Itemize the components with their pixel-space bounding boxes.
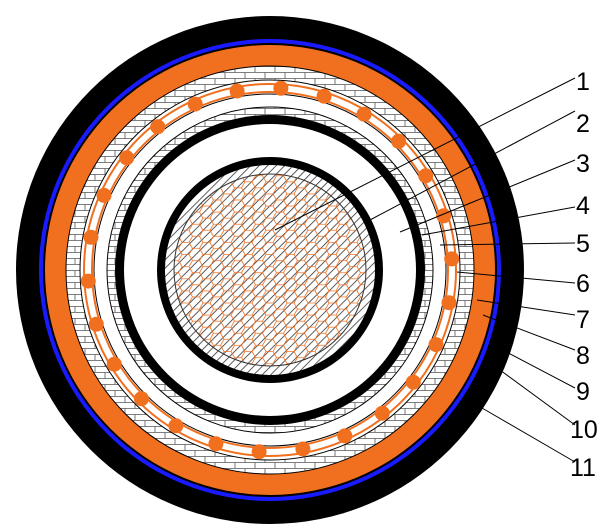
conductor bbox=[173, 173, 367, 367]
armour-wire bbox=[83, 229, 99, 245]
leader-line-9 bbox=[492, 344, 576, 389]
callout-label-2: 2 bbox=[576, 110, 590, 138]
leader-line-7 bbox=[476, 299, 576, 316]
armour-wire bbox=[80, 273, 96, 289]
callout-labels: 1 2 3 4 5 6 7 8 9 10 11 bbox=[570, 68, 598, 482]
leader-line-6 bbox=[456, 271, 576, 284]
armour-wire bbox=[418, 168, 434, 184]
leader-line-11 bbox=[481, 407, 576, 463]
leader-line-1 bbox=[274, 77, 576, 231]
armour-wire bbox=[229, 83, 245, 99]
armour-wire bbox=[356, 106, 372, 122]
armour-wire bbox=[391, 133, 407, 149]
leader-line-8 bbox=[482, 314, 576, 351]
callout-label-5: 5 bbox=[576, 230, 590, 258]
armour-wire bbox=[428, 337, 444, 353]
armour-wire bbox=[150, 119, 166, 135]
armour-wire bbox=[251, 444, 267, 460]
armour-wire bbox=[168, 418, 184, 434]
armour-wire bbox=[337, 428, 353, 444]
armour-wires-group bbox=[80, 80, 460, 460]
armour-wire bbox=[133, 391, 149, 407]
leader-line-3 bbox=[399, 159, 576, 233]
callout-label-4: 4 bbox=[576, 192, 590, 220]
orange-wire-ring-inner bbox=[91, 91, 449, 449]
callout-label-3: 3 bbox=[576, 150, 590, 178]
callout-label-1: 1 bbox=[576, 68, 590, 96]
armour-wire bbox=[119, 150, 135, 166]
armour-wire bbox=[187, 96, 203, 112]
armour-wire bbox=[273, 80, 289, 96]
leader-line-2 bbox=[369, 110, 576, 221]
callout-label-7: 7 bbox=[576, 306, 590, 334]
callout-label-10: 10 bbox=[570, 416, 598, 444]
leader-line-5 bbox=[439, 242, 576, 246]
armour-wire bbox=[405, 374, 421, 390]
conductor-fill-bg bbox=[174, 174, 366, 366]
armour-wire bbox=[444, 251, 460, 267]
callout-label-11: 11 bbox=[570, 454, 596, 482]
armour-wire bbox=[88, 316, 104, 332]
armour-wire bbox=[316, 88, 332, 104]
armour-wire bbox=[374, 405, 390, 421]
orange-wire-ring-outer bbox=[83, 83, 457, 457]
callout-label-6: 6 bbox=[576, 270, 590, 298]
armour-wire bbox=[208, 436, 224, 452]
armour-wire bbox=[295, 441, 311, 457]
armour-wire bbox=[96, 187, 112, 203]
callout-label-8: 8 bbox=[576, 342, 590, 370]
leader-line-4 bbox=[421, 206, 576, 236]
armour-wire bbox=[106, 356, 122, 372]
leader-lines bbox=[274, 77, 576, 463]
armour-wire bbox=[441, 295, 457, 311]
leader-line-10 bbox=[499, 369, 576, 426]
callout-label-9: 9 bbox=[576, 378, 590, 406]
